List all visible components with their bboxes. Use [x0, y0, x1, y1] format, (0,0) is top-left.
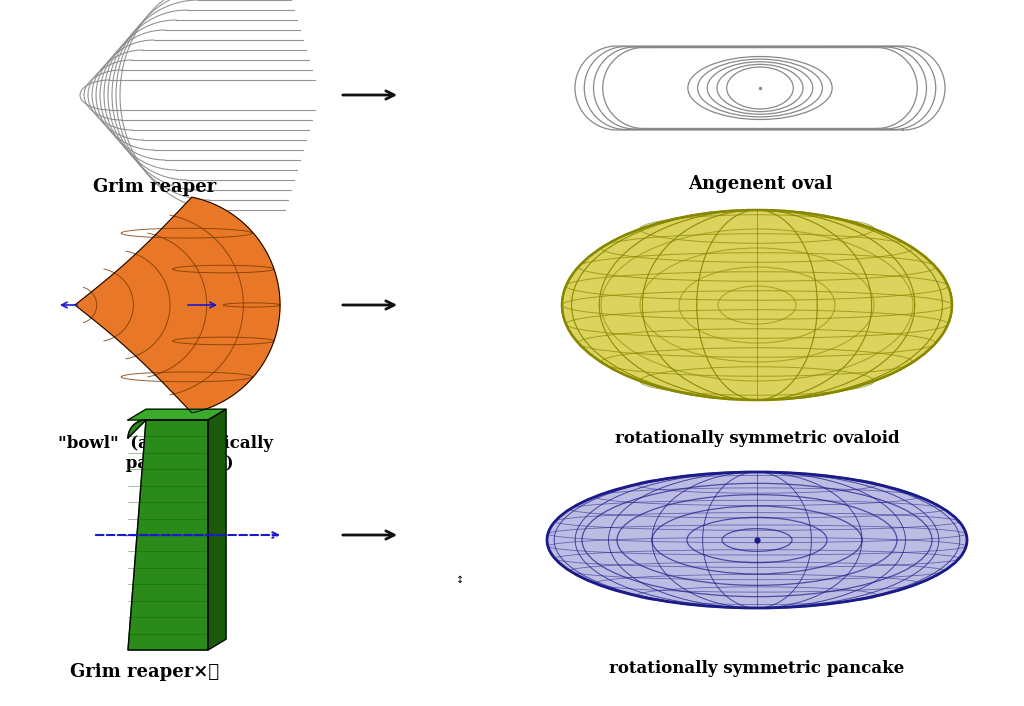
Text: rotationally symmetric pancake: rotationally symmetric pancake	[609, 660, 904, 677]
Text: Angenent oval: Angenent oval	[688, 175, 833, 193]
Polygon shape	[75, 197, 280, 413]
Text: ↕: ↕	[456, 575, 464, 585]
Polygon shape	[128, 420, 208, 650]
Polygon shape	[128, 409, 226, 420]
Text: rotationally symmetric ovaloid: rotationally symmetric ovaloid	[614, 430, 899, 447]
Polygon shape	[208, 409, 226, 650]
Ellipse shape	[562, 210, 952, 400]
Text: Grim reaper: Grim reaper	[93, 178, 217, 196]
Text: Grim reaper×ℝ: Grim reaper×ℝ	[71, 663, 219, 681]
Text: "bowl"  (asymptotically
     paraboloid): "bowl" (asymptotically paraboloid)	[57, 435, 272, 472]
Ellipse shape	[547, 472, 967, 608]
